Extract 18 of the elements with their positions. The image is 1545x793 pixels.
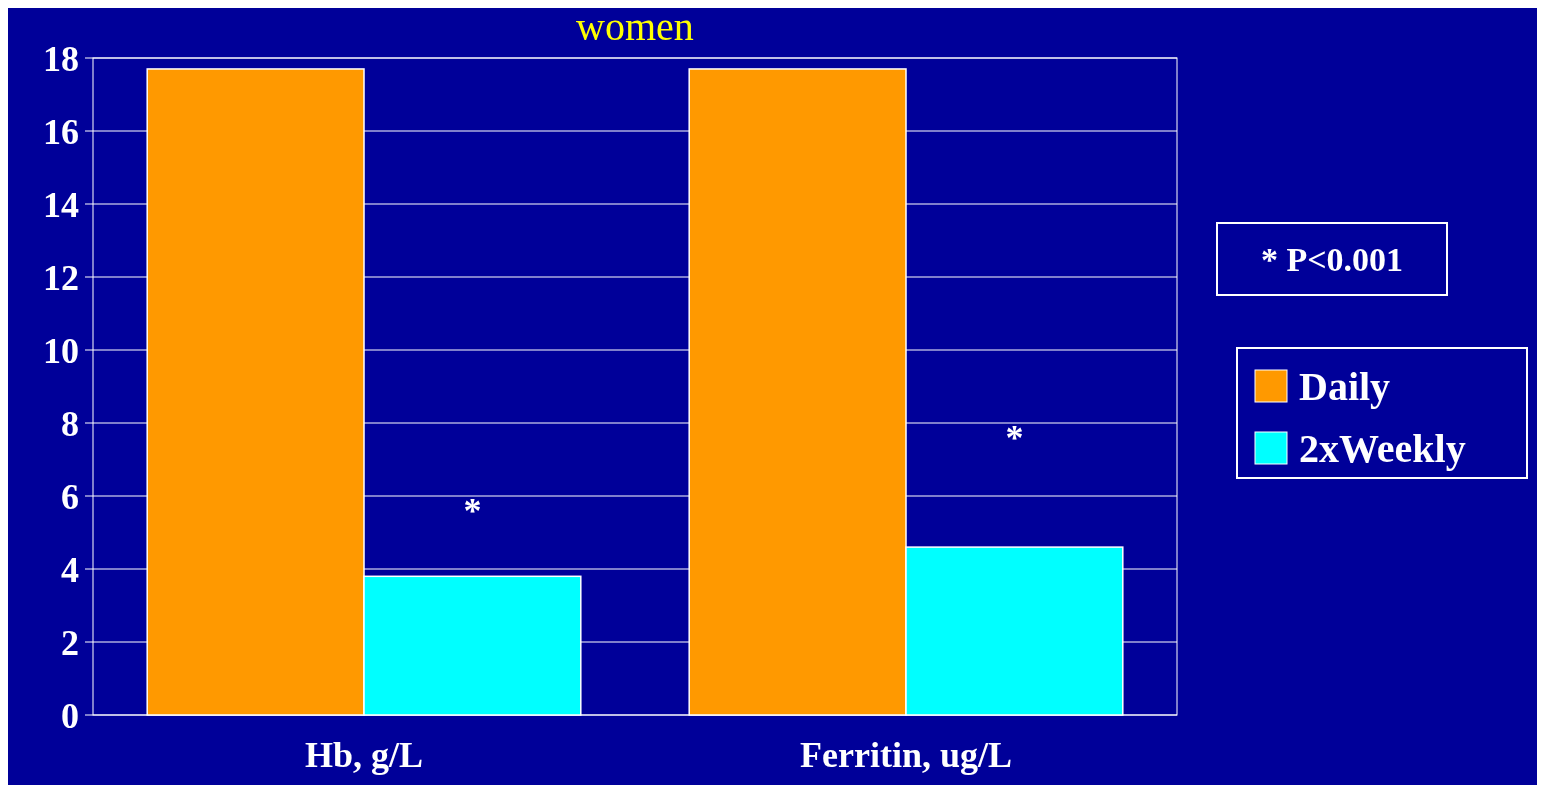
legend-label: Daily — [1299, 364, 1391, 409]
text: * P<0.001 — [1260, 240, 1404, 278]
y-tick-label: 4 — [61, 549, 79, 590]
y-tick-label: 8 — [61, 403, 79, 444]
y-tick-label: 14 — [43, 184, 79, 225]
annotation: * — [463, 491, 482, 532]
x-tick-label: Ferritin, ug/L — [800, 735, 1012, 775]
y-tick-label: 18 — [43, 38, 79, 79]
annotation: * — [1005, 418, 1024, 459]
y-tick-label: 10 — [43, 330, 79, 371]
y-tick-label: 12 — [43, 257, 79, 298]
x-tick-label: Hb, g/L — [304, 735, 424, 775]
y-tick-label: 2 — [61, 622, 79, 663]
y-tick-label: 6 — [61, 476, 79, 517]
y-tick-label: 0 — [61, 695, 79, 736]
y-tick-label: 16 — [43, 111, 79, 152]
legend-label: 2xWeekly — [1299, 426, 1466, 471]
chart-title: women — [576, 4, 694, 49]
